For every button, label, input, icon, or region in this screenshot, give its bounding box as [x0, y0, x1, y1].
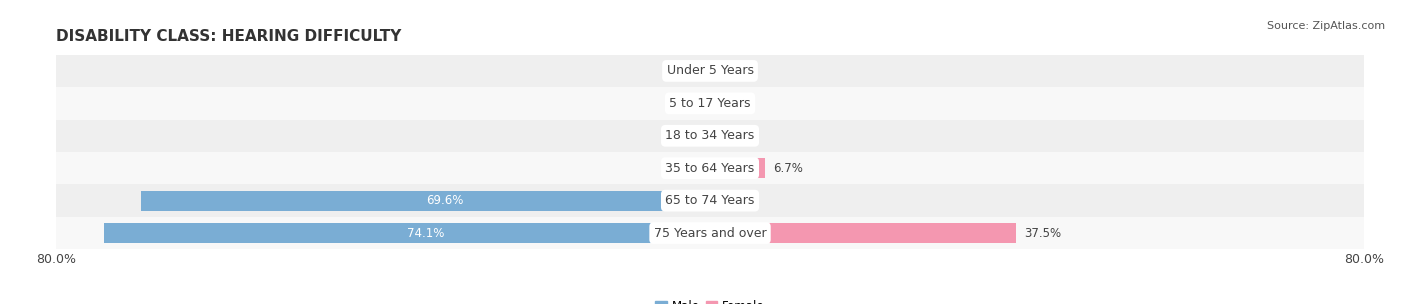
Text: 0.0%: 0.0% — [668, 64, 697, 78]
Text: 69.6%: 69.6% — [426, 194, 463, 207]
Bar — [104, 223, 710, 243]
Bar — [56, 87, 1364, 119]
Bar — [710, 223, 1017, 243]
Text: 5 to 17 Years: 5 to 17 Years — [669, 97, 751, 110]
Text: 0.0%: 0.0% — [668, 162, 697, 175]
Text: 37.5%: 37.5% — [1025, 226, 1062, 240]
Bar — [56, 55, 1364, 87]
Text: Source: ZipAtlas.com: Source: ZipAtlas.com — [1267, 21, 1385, 31]
Text: 65 to 74 Years: 65 to 74 Years — [665, 194, 755, 207]
Text: DISABILITY CLASS: HEARING DIFFICULTY: DISABILITY CLASS: HEARING DIFFICULTY — [56, 29, 402, 44]
Text: 74.1%: 74.1% — [408, 226, 444, 240]
Text: Under 5 Years: Under 5 Years — [666, 64, 754, 78]
Text: 0.0%: 0.0% — [723, 64, 752, 78]
Text: 0.0%: 0.0% — [723, 129, 752, 142]
Bar — [56, 119, 1364, 152]
Text: 35 to 64 Years: 35 to 64 Years — [665, 162, 755, 175]
Legend: Male, Female: Male, Female — [651, 295, 769, 304]
Bar — [56, 185, 1364, 217]
Bar — [56, 217, 1364, 249]
Text: 0.0%: 0.0% — [668, 97, 697, 110]
Text: 6.7%: 6.7% — [773, 162, 803, 175]
Bar — [710, 158, 765, 178]
Bar — [56, 152, 1364, 185]
Text: 0.0%: 0.0% — [723, 97, 752, 110]
Bar — [141, 191, 710, 211]
Text: 0.0%: 0.0% — [723, 194, 752, 207]
Text: 18 to 34 Years: 18 to 34 Years — [665, 129, 755, 142]
Text: 75 Years and over: 75 Years and over — [654, 226, 766, 240]
Text: 0.0%: 0.0% — [668, 129, 697, 142]
